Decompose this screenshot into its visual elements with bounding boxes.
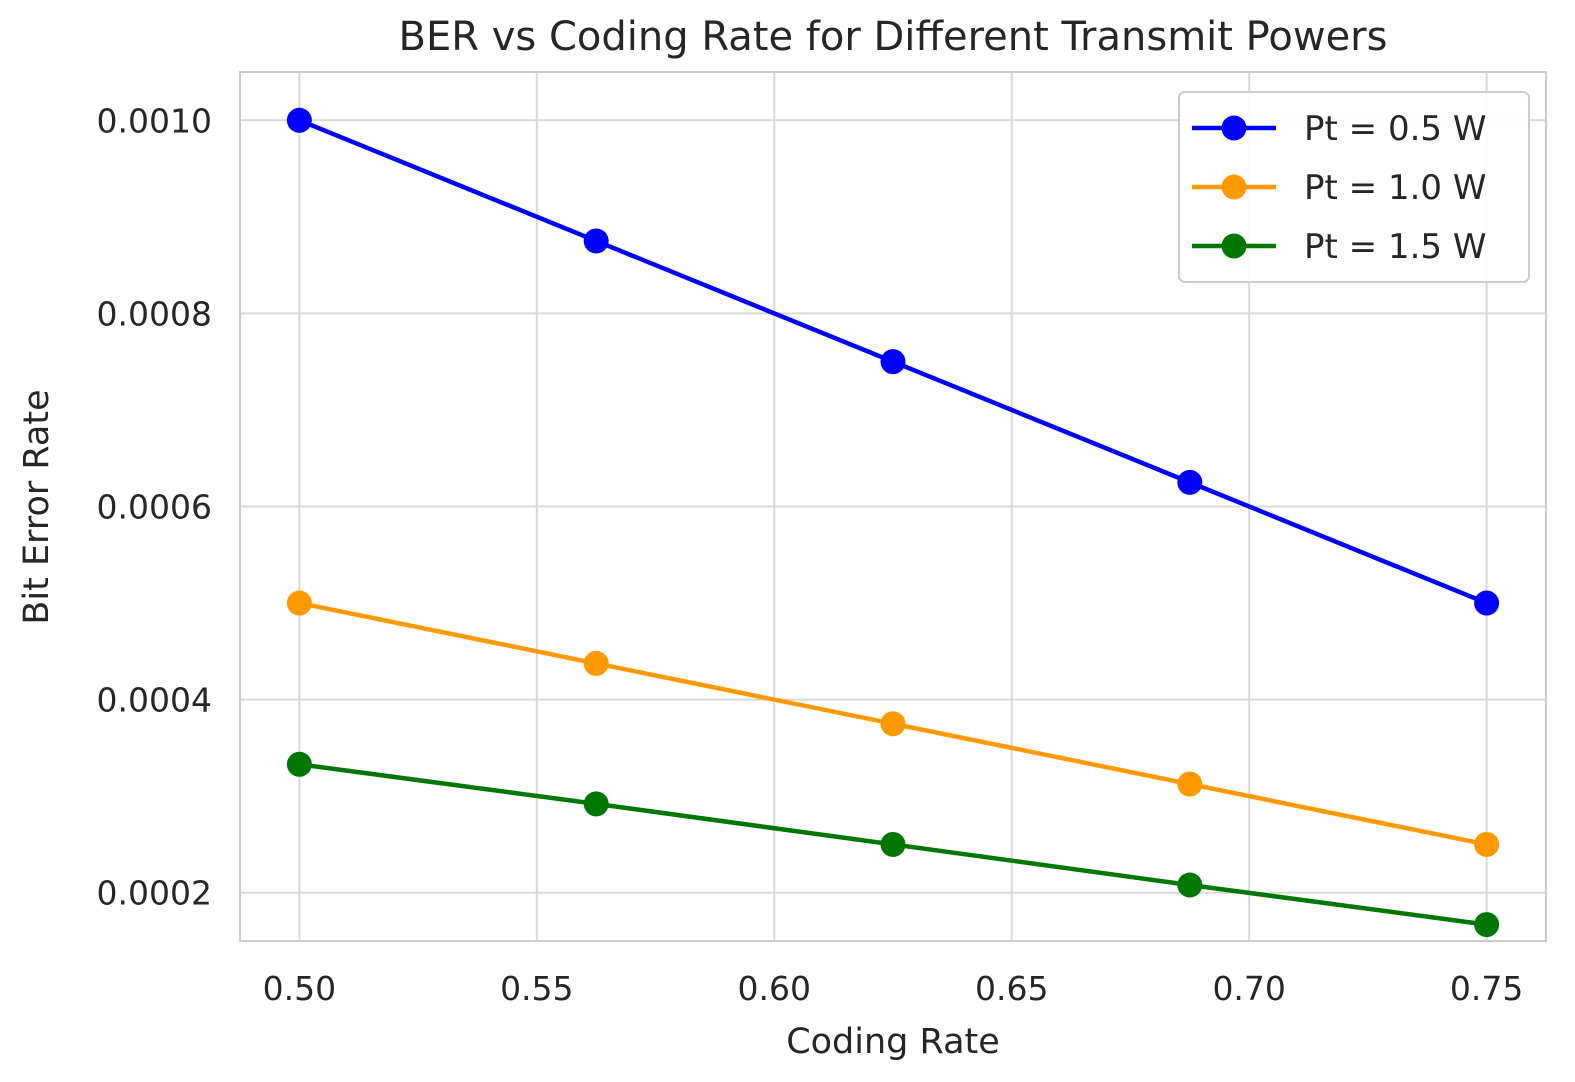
x-tick-label: 0.60 <box>738 969 811 1008</box>
data-point <box>583 650 609 676</box>
x-tick-label: 0.70 <box>1212 969 1285 1008</box>
data-point <box>583 791 609 817</box>
x-tick-label: 0.50 <box>263 969 336 1008</box>
data-point <box>1474 831 1500 857</box>
y-tick-label: 0.0004 <box>97 681 212 720</box>
y-tick-label: 0.0008 <box>97 294 212 333</box>
legend-label: Pt = 1.0 W <box>1304 168 1486 208</box>
data-point <box>286 590 312 616</box>
data-point <box>286 107 312 133</box>
legend-item: Pt = 0.5 W <box>1192 109 1486 149</box>
y-axis-ticks: 0.0002 0.0004 0.0006 0.0008 0.0010 <box>97 101 212 912</box>
data-point <box>1177 872 1203 898</box>
data-point <box>880 711 906 737</box>
data-point <box>1177 469 1203 495</box>
legend-box <box>1178 91 1530 283</box>
plot-frame <box>239 71 1547 942</box>
chart-title: BER vs Coding Rate for Different Transmi… <box>399 14 1388 60</box>
y-tick-label: 0.0010 <box>97 101 212 140</box>
series-2 <box>286 590 1500 857</box>
data-point <box>286 751 312 777</box>
y-tick-label: 0.0002 <box>97 874 212 913</box>
data-point <box>1177 771 1203 797</box>
data-point <box>1474 590 1500 616</box>
y-tick-label: 0.0006 <box>97 488 212 527</box>
data-point <box>1474 912 1500 938</box>
legend-item: Pt = 1.0 W <box>1192 168 1486 208</box>
legend-item: Pt = 1.5 W <box>1192 227 1486 267</box>
legend-marker <box>1221 233 1247 259</box>
legend-label: Pt = 1.5 W <box>1304 227 1486 267</box>
x-axis-ticks: 0.50 0.55 0.60 0.65 0.70 0.75 <box>263 969 1524 1008</box>
data-point <box>880 831 906 857</box>
series <box>286 107 1500 938</box>
x-tick-label: 0.75 <box>1450 969 1523 1008</box>
data-point <box>880 349 906 375</box>
legend: Pt = 0.5 W Pt = 1.0 W Pt = 1.5 W <box>1178 91 1530 283</box>
legend-label: Pt = 0.5 W <box>1304 109 1486 149</box>
x-tick-label: 0.55 <box>500 969 573 1008</box>
legend-marker <box>1221 174 1247 200</box>
series-1 <box>286 107 1500 616</box>
series-3 <box>286 751 1500 938</box>
x-axis-label: Coding Rate <box>786 1022 1000 1062</box>
y-axis-label: Bit Error Rate <box>17 389 57 624</box>
x-tick-label: 0.65 <box>975 969 1048 1008</box>
data-point <box>583 228 609 254</box>
legend-marker <box>1221 115 1247 141</box>
